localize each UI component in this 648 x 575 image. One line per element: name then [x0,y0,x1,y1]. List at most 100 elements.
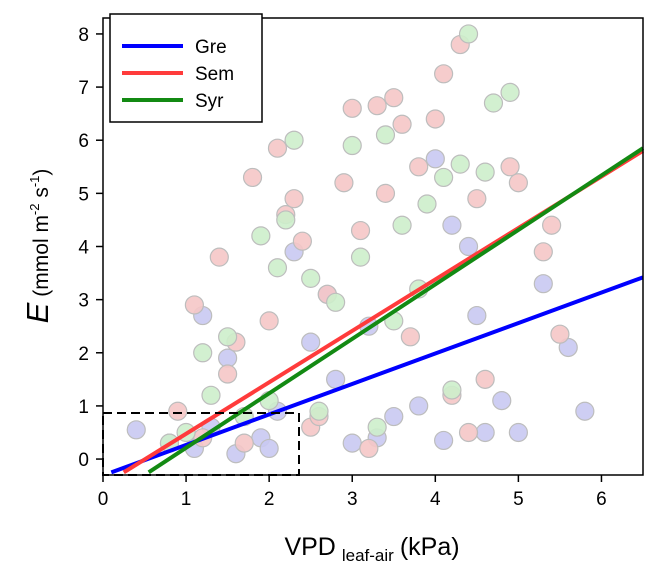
point [533,274,553,294]
point [550,324,570,344]
point [458,236,479,257]
point [218,327,238,347]
x-label-unit: (kPa) [400,533,460,561]
x-tick-label: 4 [430,489,441,510]
point [359,438,379,459]
point [292,231,312,251]
point [533,242,553,262]
point [251,226,271,246]
point [434,64,454,84]
y-label-unit: s [30,187,53,203]
point [375,183,396,203]
point [475,162,495,182]
fit-line [147,146,645,475]
point [367,417,387,437]
x-tick-label: 0 [98,489,109,510]
point [425,149,445,169]
point [193,343,213,363]
x-label-main: VPD [284,533,335,561]
y-tick-label: 7 [78,78,89,99]
point [301,268,321,288]
x-label-sub: leaf-air [342,546,394,565]
point [500,82,520,102]
point [375,125,396,145]
y-axis-label: E (mmol m-2 s-1) [20,169,55,324]
point [442,215,462,235]
y-tick-label: 8 [78,25,89,46]
point [301,332,321,352]
y-tick-label: 2 [78,344,89,365]
point [434,430,454,451]
x-tick-label: 3 [347,489,358,510]
point [242,167,263,188]
y-tick-label: 3 [78,291,89,312]
point [184,295,204,315]
y-label-symbol: E [20,302,55,323]
point [168,401,188,421]
y-label-sup: -2 [27,204,42,216]
point [384,406,404,427]
point [259,438,279,459]
point [384,88,404,108]
points-layer [126,24,595,464]
point [126,420,146,440]
point [467,189,487,209]
point [458,422,479,443]
y-tick-label: 6 [78,131,89,152]
point [400,327,420,347]
y-label-sup: -1 [27,176,42,188]
point [475,369,495,389]
point [284,130,304,150]
point [467,305,487,326]
fits-layer [110,146,645,475]
point [350,247,371,267]
point [309,401,329,421]
point [209,247,229,267]
point [267,258,288,278]
x-tick-label: 5 [513,489,524,510]
point [234,433,254,453]
y-tick-label: 5 [78,184,89,205]
point [326,292,346,312]
point [276,210,296,230]
axes-layer: 0 1 2 3 4 5 6 0 1 2 3 4 5 6 7 8 [78,25,606,510]
point [492,391,512,411]
point [392,215,412,235]
point [425,109,445,129]
point [508,422,528,443]
point [434,167,454,188]
point [450,154,470,174]
point [500,157,520,177]
y-tick-label: 1 [78,397,89,418]
point [442,380,462,400]
point [417,194,437,214]
point [342,98,362,118]
point [367,96,387,116]
point [409,157,429,177]
point [542,215,562,235]
legend-box [109,13,263,123]
point [334,173,354,193]
point [350,220,371,241]
point [475,422,495,443]
x-axis-label: VPD leaf-air (kPa) [284,533,459,565]
y-label-unit: (mmol m [30,215,53,297]
point [201,385,221,405]
point [342,135,362,156]
point [392,114,412,134]
y-tick-label: 4 [78,238,89,259]
point [218,364,238,384]
point [218,348,238,368]
point [508,173,528,193]
point [342,433,362,453]
legend-label: Syr [195,91,224,112]
point [458,24,479,44]
y-label-unit: ) [30,169,53,176]
point [575,401,595,421]
point [259,311,279,331]
y-tick-label: 0 [78,450,89,471]
point [409,396,429,416]
legend-label: Sem [195,64,234,85]
point [483,93,504,113]
